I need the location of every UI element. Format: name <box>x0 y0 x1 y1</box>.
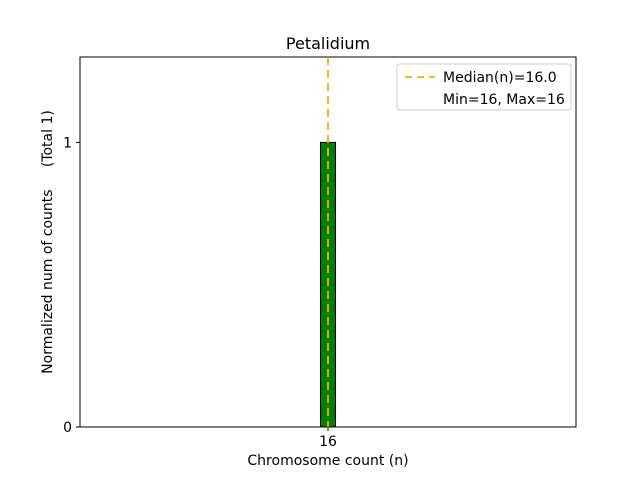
x-ticks: 16 <box>319 427 337 450</box>
legend: Median(n)=16.0 Min=16, Max=16 <box>396 63 572 111</box>
x-axis-label: Chromosome count (n) <box>247 453 408 469</box>
y-tick-label: 1 <box>63 135 72 151</box>
y-axis-label: Normalized num of counts (Total 1) <box>40 110 56 374</box>
x-tick-label: 16 <box>319 434 337 450</box>
legend-minmax-label: Min=16, Max=16 <box>443 92 565 108</box>
y-tick-label: 0 <box>63 420 72 436</box>
legend-median-label: Median(n)=16.0 <box>443 70 557 86</box>
chart-title: Petalidium <box>286 34 370 53</box>
legend-box <box>396 63 572 111</box>
y-ticks: 01 <box>63 135 80 436</box>
